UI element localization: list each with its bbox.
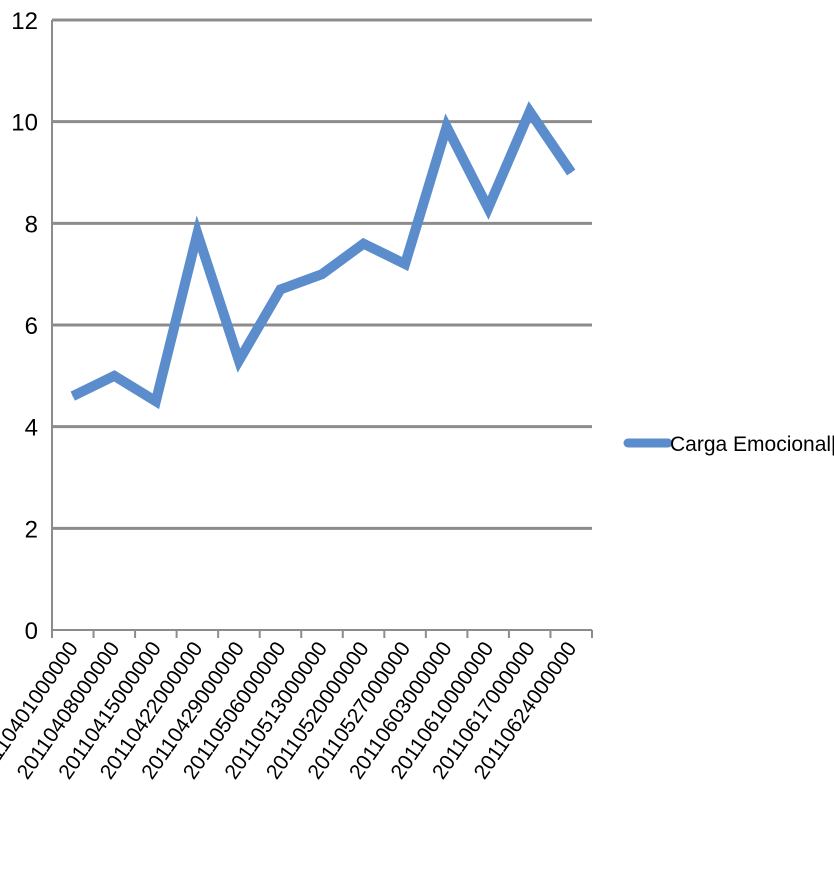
series-layer — [70, 101, 576, 410]
y-tick-label: 8 — [25, 211, 38, 238]
data-point — [363, 243, 365, 245]
data-point — [570, 172, 572, 173]
legend-label-carga-emocional: Carga Emocional[%] — [670, 433, 834, 456]
gridlines — [52, 18, 592, 530]
y-tick-label: 10 — [11, 110, 38, 137]
series-line — [70, 101, 576, 410]
y-tick-label: 2 — [25, 516, 38, 543]
data-point — [446, 126, 448, 128]
data-point — [113, 375, 115, 377]
axes — [51, 20, 592, 631]
y-tick-label: 0 — [25, 618, 38, 645]
data-point — [196, 233, 198, 234]
y-tick-label: 6 — [25, 313, 38, 340]
data-point — [279, 288, 281, 290]
y-axis-ticks: 0 2 4 6 8 10 12 — [11, 8, 38, 645]
data-point — [404, 263, 406, 265]
data-point — [238, 360, 240, 362]
data-point — [321, 273, 323, 275]
data-point — [155, 400, 157, 402]
legend: Carga Emocional[%] — [623, 433, 834, 456]
y-tick-label: 4 — [25, 415, 38, 442]
data-point — [529, 111, 531, 112]
x-axis-ticks: 2011040100000020110408000000201104150000… — [0, 630, 593, 784]
data-point — [487, 207, 489, 209]
data-point — [72, 395, 74, 397]
y-tick-label: 12 — [11, 8, 38, 35]
